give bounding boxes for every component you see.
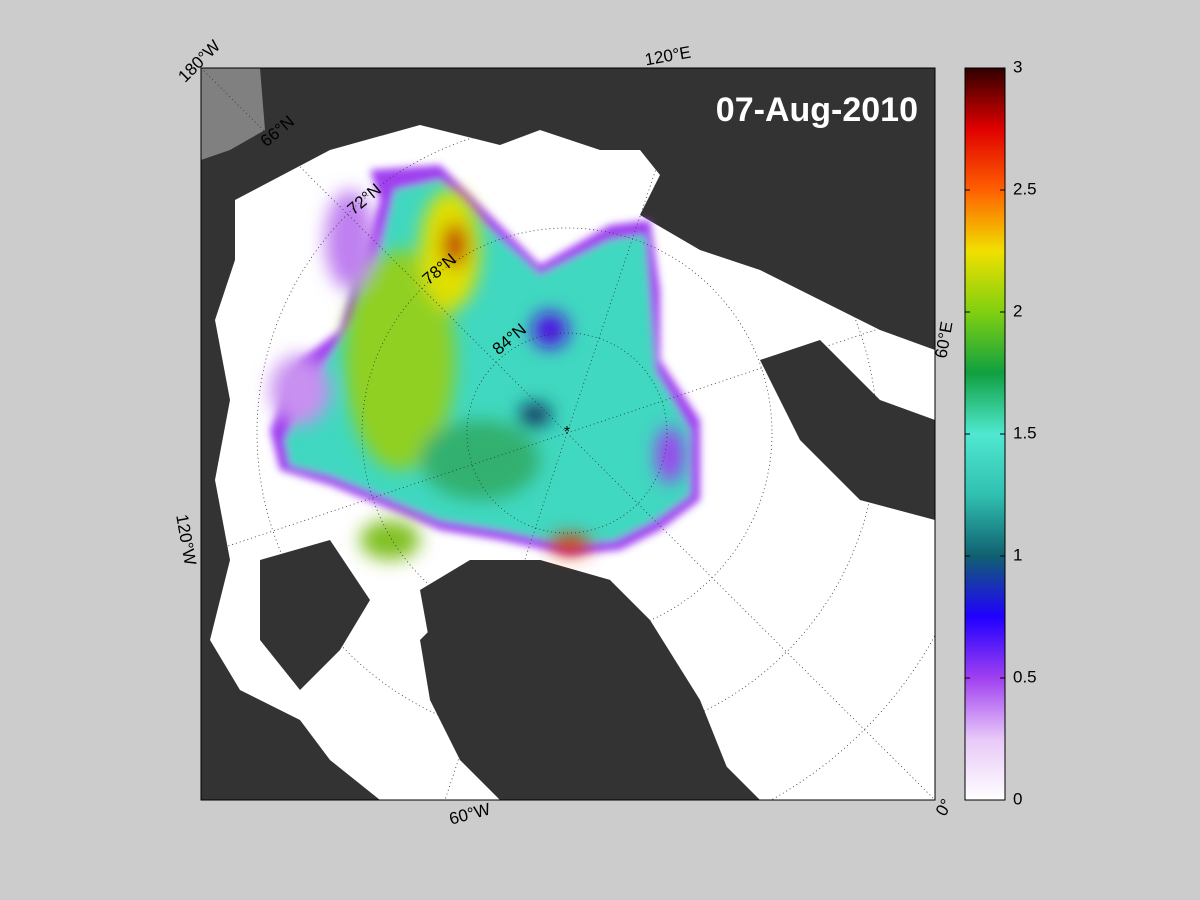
- archipelago: [260, 540, 370, 690]
- tick-label: 0: [1013, 789, 1022, 808]
- tick-label: 2.5: [1013, 179, 1037, 198]
- tick-label: 0.5: [1013, 667, 1037, 686]
- tick-label: 2: [1013, 301, 1022, 320]
- date-title: 07-Aug-2010: [716, 91, 918, 129]
- tick-label: 3: [1013, 57, 1022, 76]
- tick-label: 1: [1013, 545, 1022, 564]
- map-frame: [200, 67, 936, 801]
- greenland: [420, 560, 740, 800]
- colorbar-scale: [964, 67, 1006, 801]
- tick-label: 1.5: [1013, 423, 1037, 442]
- map-area: *: [201, 68, 935, 800]
- islands: [760, 340, 935, 520]
- colorbar: 0 0.5 1 1.5 2 2.5 3: [964, 57, 1037, 808]
- graticule: [201, 68, 935, 800]
- ice-thickness-blobs: [270, 190, 684, 560]
- pole-marker: *: [564, 424, 570, 441]
- land-outside: [201, 68, 265, 160]
